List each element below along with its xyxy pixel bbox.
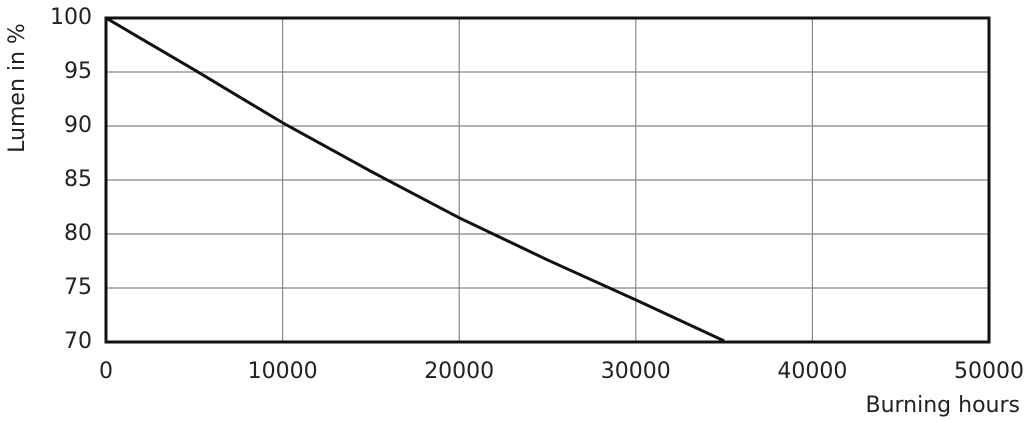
plot-frame	[104, 16, 991, 344]
x-tick-label: 30000	[601, 359, 671, 384]
x-tick-label: 50000	[954, 359, 1024, 384]
y-tick-label: 80	[64, 221, 92, 246]
x-tick-label: 20000	[424, 359, 494, 384]
x-tick-label: 0	[99, 359, 113, 384]
x-axis-label: Burning hours	[865, 393, 1020, 418]
y-tick-label: 90	[64, 113, 92, 138]
data-line	[105, 16, 725, 343]
y-tick-label: 75	[64, 275, 92, 300]
y-tick-label: 100	[50, 5, 92, 30]
y-tick-label: 95	[64, 59, 92, 84]
x-tick-label: 10000	[248, 359, 318, 384]
y-tick-label: 70	[64, 329, 92, 354]
y-axis-label: Lumen in %	[5, 23, 30, 153]
x-tick-label: 40000	[777, 359, 847, 384]
y-tick-label: 85	[64, 167, 92, 192]
